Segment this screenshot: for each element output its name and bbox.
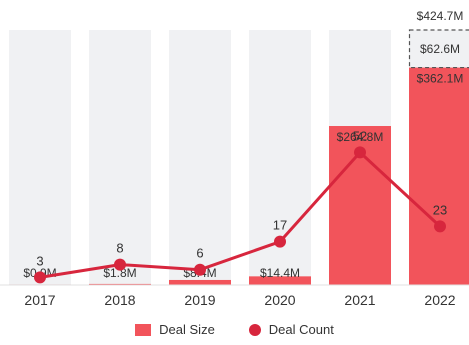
- extra-segment-label: $62.6M: [420, 42, 460, 56]
- point-label-deal-count-2017: 3: [36, 253, 43, 268]
- legend-item-deal-count[interactable]: Deal Count: [249, 322, 334, 337]
- point-label-deal-count-2022: 23: [433, 202, 447, 217]
- point-deal-count-2020: [274, 236, 286, 248]
- legend: Deal Size Deal Count: [0, 322, 469, 337]
- point-label-deal-count-2019: 6: [196, 246, 203, 261]
- x-tick-2017: 2017: [24, 292, 55, 308]
- point-label-deal-count-2021: 52: [353, 128, 367, 143]
- point-deal-count-2021: [354, 146, 366, 158]
- legend-label-deal-count: Deal Count: [269, 322, 334, 337]
- bar-label-2022: $362.1M: [417, 72, 464, 86]
- point-deal-count-2017: [34, 271, 46, 283]
- point-label-deal-count-2018: 8: [116, 241, 123, 256]
- background-column-2017: [9, 30, 71, 285]
- total-label-2022: $424.7M: [417, 9, 464, 23]
- x-tick-2019: 2019: [184, 292, 215, 308]
- x-tick-2022: 2022: [424, 292, 455, 308]
- bar-2019: [169, 280, 231, 285]
- point-deal-count-2019: [194, 264, 206, 276]
- point-deal-count-2022: [434, 220, 446, 232]
- point-label-deal-count-2020: 17: [273, 218, 287, 233]
- x-tick-2020: 2020: [264, 292, 295, 308]
- bar-label-2020: $14.4M: [260, 266, 300, 280]
- legend-item-deal-size[interactable]: Deal Size: [135, 322, 215, 337]
- x-tick-2018: 2018: [104, 292, 135, 308]
- legend-label-deal-size: Deal Size: [159, 322, 215, 337]
- point-deal-count-2018: [114, 259, 126, 271]
- x-tick-2021: 2021: [344, 292, 375, 308]
- legend-swatch-deal-size: [135, 324, 151, 336]
- legend-dot-deal-count: [249, 324, 261, 336]
- bar-2022: [409, 68, 469, 285]
